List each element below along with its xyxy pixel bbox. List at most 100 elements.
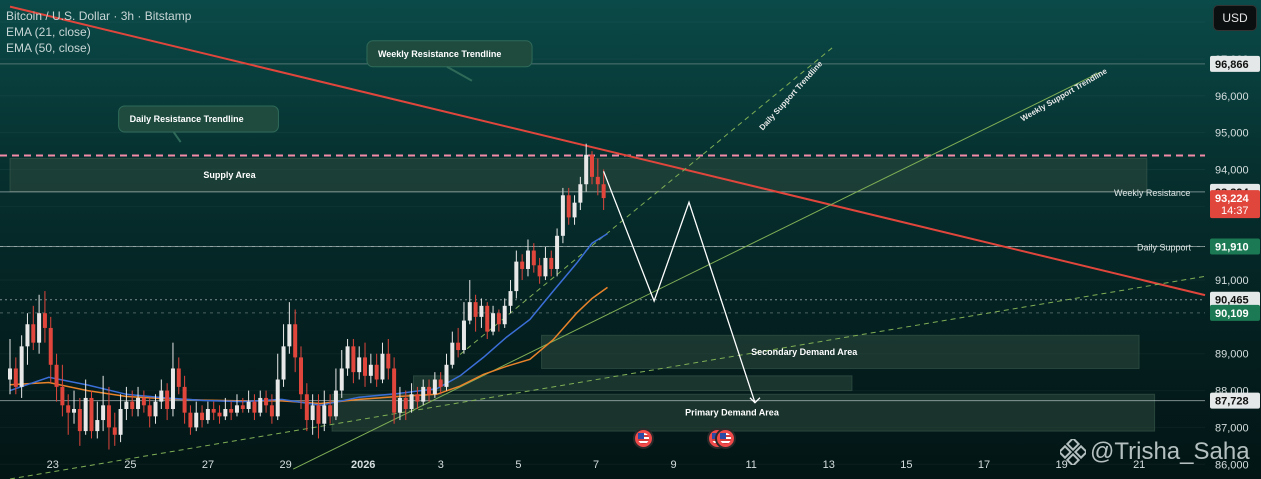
candle-body	[130, 401, 135, 409]
candle-body	[531, 250, 536, 266]
candle-body	[165, 390, 170, 409]
candle-body	[514, 261, 519, 292]
candle-body	[322, 405, 327, 424]
x-tick-label: 3	[438, 459, 444, 471]
price-tag-box	[1210, 190, 1260, 219]
candle-body	[491, 313, 496, 332]
candle-body	[182, 386, 187, 413]
price-tag: 91,910	[1210, 238, 1260, 255]
candle-body	[141, 397, 146, 406]
candle-body	[543, 257, 548, 277]
candle-body	[363, 357, 368, 376]
candle-body	[357, 357, 362, 373]
candle-body	[95, 420, 100, 432]
candle-body	[83, 397, 88, 432]
x-tick-label: 11	[745, 459, 756, 471]
candle-body	[566, 195, 571, 218]
candle-body	[427, 386, 432, 395]
candle-body	[520, 261, 525, 269]
candle-body	[170, 368, 175, 409]
candle-body	[374, 364, 379, 380]
currency-button[interactable]: USD	[1213, 5, 1257, 31]
candle-body	[252, 401, 257, 413]
candle-body	[479, 305, 484, 317]
candle-body	[496, 313, 501, 325]
candle-body	[269, 405, 274, 417]
candle-body	[48, 327, 53, 365]
price-tag-text: 90,109	[1215, 308, 1249, 320]
candle-body	[368, 364, 373, 376]
y-tick-label: 95,000	[1215, 128, 1249, 140]
candle-body	[438, 379, 443, 387]
candle-body	[415, 394, 420, 402]
candle-body	[217, 412, 222, 417]
candles	[8, 143, 606, 450]
us-flag-icon[interactable]	[714, 428, 736, 449]
candle-body	[281, 346, 286, 380]
price-tag: 90,465	[1210, 291, 1260, 308]
candle-body	[572, 202, 577, 218]
watermark: @Trisha_Saha	[1060, 438, 1250, 466]
price-tag-box	[1210, 238, 1260, 255]
price-tag: 90,109	[1210, 304, 1260, 321]
candle-body	[584, 154, 589, 185]
binance-logo-icon	[1060, 439, 1086, 465]
candle-body	[421, 386, 426, 402]
candle-body	[19, 346, 24, 387]
candle-body	[590, 154, 594, 177]
price-tag-text: 93,224	[1215, 193, 1250, 205]
candle-body	[118, 408, 123, 435]
candle-body	[328, 405, 333, 417]
candle-body	[258, 397, 263, 413]
trendline	[459, 47, 833, 355]
candle-body	[60, 386, 65, 406]
y-tick-label: 86,000	[1215, 459, 1249, 471]
trendline	[293, 71, 1101, 470]
flag-stripes	[719, 433, 731, 444]
x-tick-label: 21	[1133, 459, 1145, 471]
watermark-text: @Trisha_Saha	[1090, 438, 1250, 465]
price-tag-text: 96,866	[1215, 59, 1249, 71]
ema21-legend[interactable]: EMA (21, close)	[6, 25, 91, 39]
trendline	[9, 275, 1206, 479]
candle-body	[159, 390, 164, 402]
projection-arrowhead	[749, 397, 761, 404]
candle-body	[380, 353, 385, 380]
x-tick-label: 15	[900, 459, 912, 471]
ema21-line	[9, 232, 608, 407]
ema50-legend[interactable]: EMA (50, close)	[6, 41, 91, 55]
candle-body	[467, 302, 472, 321]
candle-body	[188, 412, 193, 428]
candle-body	[287, 324, 292, 347]
candle-body	[432, 379, 437, 395]
candle-body	[72, 408, 77, 413]
price-tag: 87,728	[1210, 392, 1260, 409]
us-flag-icon[interactable]	[633, 428, 655, 449]
symbol-title[interactable]: Bitcoin / U.S. Dollar · 3h · Bitstamp	[6, 9, 192, 23]
candle-body	[106, 405, 111, 428]
candle-body	[392, 368, 397, 413]
candle-body	[31, 324, 36, 343]
candle-body	[339, 368, 344, 391]
callout-text: Daily Resistance Trendline	[130, 114, 244, 124]
weekly-support-trendline-label: Weekly Support Trendline	[1019, 66, 1109, 123]
x-tick-label: 2026	[351, 459, 375, 471]
y-tick-label: 87,000	[1215, 422, 1249, 434]
trendline	[9, 5, 1206, 297]
y-tick-label: 91,000	[1215, 275, 1249, 287]
candle-body	[37, 313, 42, 343]
candle-body	[456, 342, 461, 351]
candle-body	[194, 412, 199, 428]
callout-pointer	[446, 65, 473, 82]
x-tick-label: 27	[202, 459, 214, 471]
candle-body	[205, 408, 210, 421]
candle-body	[595, 176, 600, 185]
candle-body	[246, 401, 251, 409]
daily-support-label: Daily Support	[1137, 243, 1192, 253]
candle-body	[403, 397, 408, 409]
weekly-resistance-label: Weekly Resistance	[1114, 188, 1190, 198]
supply-area-label: Supply Area	[203, 170, 256, 180]
candle-body	[112, 427, 117, 435]
